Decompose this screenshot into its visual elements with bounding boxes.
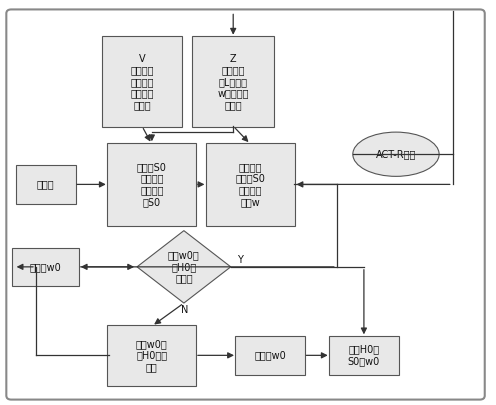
- FancyBboxPatch shape: [206, 143, 295, 226]
- Text: Z
将约束条
件L和权重
w转换成数
值范围: Z 将约束条 件L和权重 w转换成数 值范围: [217, 53, 249, 110]
- FancyBboxPatch shape: [236, 336, 305, 375]
- FancyBboxPatch shape: [102, 36, 182, 127]
- Text: 将副词S0
转换成状
态约束条
件S0: 将副词S0 转换成状 态约束条 件S0: [137, 162, 167, 207]
- Ellipse shape: [353, 132, 439, 176]
- Text: V
将副词转
换成状态
不等的约
束条件: V 将副词转 换成状态 不等的约 束条件: [130, 53, 154, 110]
- Text: 标准化w0: 标准化w0: [254, 350, 286, 360]
- Text: 权重集w0: 权重集w0: [30, 262, 62, 272]
- FancyBboxPatch shape: [107, 325, 196, 386]
- Text: 将状态约
束条件S0
转换成为
权重w: 将状态约 束条件S0 转换成为 权重w: [236, 162, 265, 207]
- Text: 调整w0使
得H0能够
满足: 调整w0使 得H0能够 满足: [136, 339, 168, 372]
- FancyBboxPatch shape: [12, 247, 79, 286]
- Text: N: N: [182, 305, 189, 315]
- Text: 初始化: 初始化: [37, 179, 55, 190]
- FancyBboxPatch shape: [192, 36, 274, 127]
- FancyBboxPatch shape: [107, 143, 196, 226]
- Text: 返回H0、
S0，w0: 返回H0、 S0，w0: [348, 345, 380, 366]
- FancyBboxPatch shape: [16, 165, 75, 204]
- FancyBboxPatch shape: [329, 336, 399, 375]
- Text: 权重w0满
足H0约
束条件: 权重w0满 足H0约 束条件: [168, 250, 200, 284]
- Polygon shape: [137, 231, 231, 303]
- Text: Y: Y: [237, 255, 243, 265]
- Text: ACT-R模型: ACT-R模型: [376, 149, 416, 159]
